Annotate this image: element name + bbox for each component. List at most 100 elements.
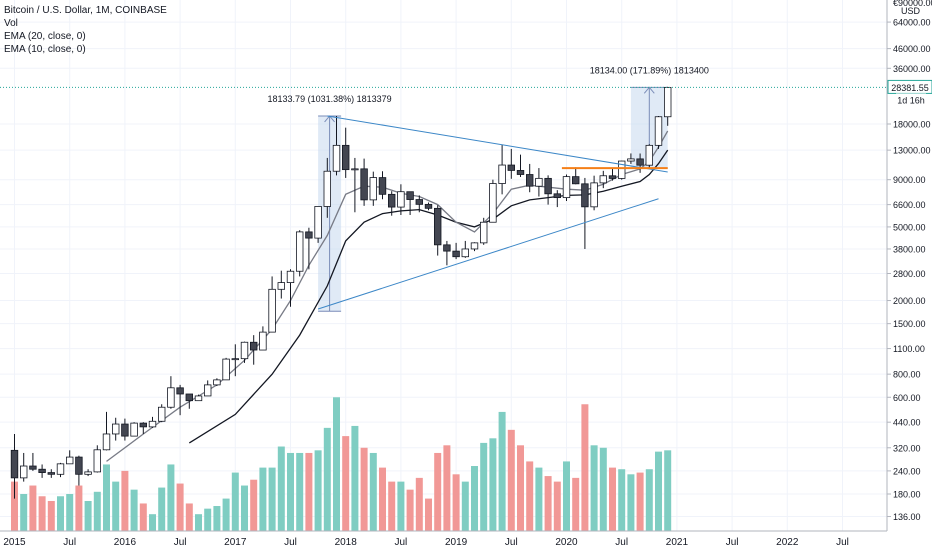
candle-body xyxy=(56,463,65,475)
volume-bar xyxy=(489,438,497,531)
volume-bar xyxy=(333,397,340,531)
candle-body xyxy=(608,175,617,179)
symbol-title[interactable]: Bitcoin / U.S. Dollar, 1M, COINBASE xyxy=(4,5,167,16)
price-tick-label: 2000.00 xyxy=(893,296,926,306)
volume-bar xyxy=(388,481,396,531)
volume-bar xyxy=(20,494,28,531)
candle-body xyxy=(93,449,101,473)
price-tick-label: 1100.00 xyxy=(893,344,925,354)
countdown-badge xyxy=(896,93,926,107)
price-tick-label: 5000.00 xyxy=(893,222,926,232)
candle-body xyxy=(47,472,55,475)
candle-body xyxy=(599,175,607,184)
volume-legend[interactable]: Vol xyxy=(4,18,18,29)
candle-body xyxy=(535,177,543,187)
volume-bar xyxy=(158,487,166,531)
volume-bar xyxy=(259,467,267,531)
time-tick-label: Jul xyxy=(174,537,187,548)
price-tick-label: €90000.00 xyxy=(893,0,932,8)
time-tick-label: 2017 xyxy=(224,537,247,548)
candle-body xyxy=(185,393,193,402)
candle-body xyxy=(470,242,479,250)
volume-bar xyxy=(287,452,294,531)
time-tick-label: Jul xyxy=(836,537,849,548)
price-tick-label: 9000.00 xyxy=(893,175,926,185)
candle-body xyxy=(516,170,525,175)
volume-bar xyxy=(296,452,304,531)
volume-bar xyxy=(627,474,635,531)
volume-bar xyxy=(231,472,239,531)
price-tick-label: 36000.00 xyxy=(893,64,931,74)
candle-body xyxy=(203,384,212,397)
volume-bar xyxy=(47,500,55,531)
price-tick-label: 320.00 xyxy=(893,443,921,453)
candle-body xyxy=(489,183,497,223)
time-tick-label: 2016 xyxy=(114,537,137,548)
volume-bar xyxy=(185,503,193,531)
candle-body xyxy=(10,449,19,479)
candle-body xyxy=(213,379,221,386)
candle-body xyxy=(406,191,414,200)
candle-body xyxy=(618,160,626,179)
time-tick-label: 2022 xyxy=(776,537,799,548)
volume-bar xyxy=(498,411,506,531)
volume-bar xyxy=(139,503,147,531)
volume-bar xyxy=(618,469,626,531)
volume-bar xyxy=(323,427,331,531)
volume-bar xyxy=(130,489,138,531)
candle-body xyxy=(38,468,46,473)
volume-bar xyxy=(75,485,83,531)
candle-body xyxy=(378,177,387,195)
time-tick-label: Jul xyxy=(63,537,76,548)
volume-bar xyxy=(167,464,175,531)
candle-body xyxy=(19,465,28,479)
volume-bar xyxy=(314,450,322,531)
candle-body xyxy=(121,423,129,437)
price-tick-label: 240.00 xyxy=(893,466,921,476)
time-tick-label: 2019 xyxy=(445,537,468,548)
volume-bar xyxy=(526,461,534,531)
candle-body xyxy=(526,174,534,187)
candle-body xyxy=(636,158,644,166)
candle-body xyxy=(452,250,460,258)
price-tick-label: 136.00 xyxy=(893,512,921,522)
volume-bar xyxy=(645,469,653,531)
volume-bar xyxy=(581,404,589,531)
price-axis[interactable]: 64000.00 46000.00 36000.00 18000.00 13000.00… xyxy=(886,0,932,531)
volume-bar xyxy=(590,445,598,531)
volume-bar xyxy=(563,461,570,531)
candle-body xyxy=(314,206,322,239)
candle-body xyxy=(112,423,120,435)
currency-label: USD xyxy=(901,6,921,16)
price-tick-label: 13000.00 xyxy=(893,146,931,156)
chart-legend: Bitcoin / U.S. Dollar, 1M, COINBASE Vol … xyxy=(4,4,167,56)
ema-10-legend[interactable]: EMA (10, close, 0) xyxy=(4,44,86,55)
time-axis[interactable]: 2015 Jul 2016 Jul 2017 Jul 2018 Jul 2019 Jul 2020 J… xyxy=(0,530,887,548)
price-tick-label: 180.00 xyxy=(893,490,921,500)
volume-bar xyxy=(84,500,92,531)
candle-body xyxy=(268,288,276,333)
volume-bar xyxy=(480,442,488,531)
volume-bar xyxy=(599,447,607,531)
ema-20-legend[interactable]: EMA (20, close, 0) xyxy=(4,31,86,42)
candlesticks xyxy=(10,86,672,499)
time-tick-label: Jul xyxy=(615,537,628,548)
price-tick-label: 2800.00 xyxy=(893,269,926,279)
time-tick-label: 2020 xyxy=(555,537,578,548)
volume-bar xyxy=(406,489,414,531)
countdown-label: 1d 16h xyxy=(897,95,925,105)
volume-bar xyxy=(636,472,644,531)
volume-bars xyxy=(11,397,672,531)
volume-bar xyxy=(38,496,46,531)
candle-body xyxy=(259,331,267,351)
volume-bar xyxy=(655,451,662,531)
candle-body xyxy=(562,176,571,199)
volume-bar xyxy=(342,436,350,531)
candle-body xyxy=(443,244,451,252)
volume-bar xyxy=(11,481,18,531)
volume-bar xyxy=(553,481,561,531)
candle-body xyxy=(139,422,147,428)
price-tick-label: 64000.00 xyxy=(893,18,931,28)
